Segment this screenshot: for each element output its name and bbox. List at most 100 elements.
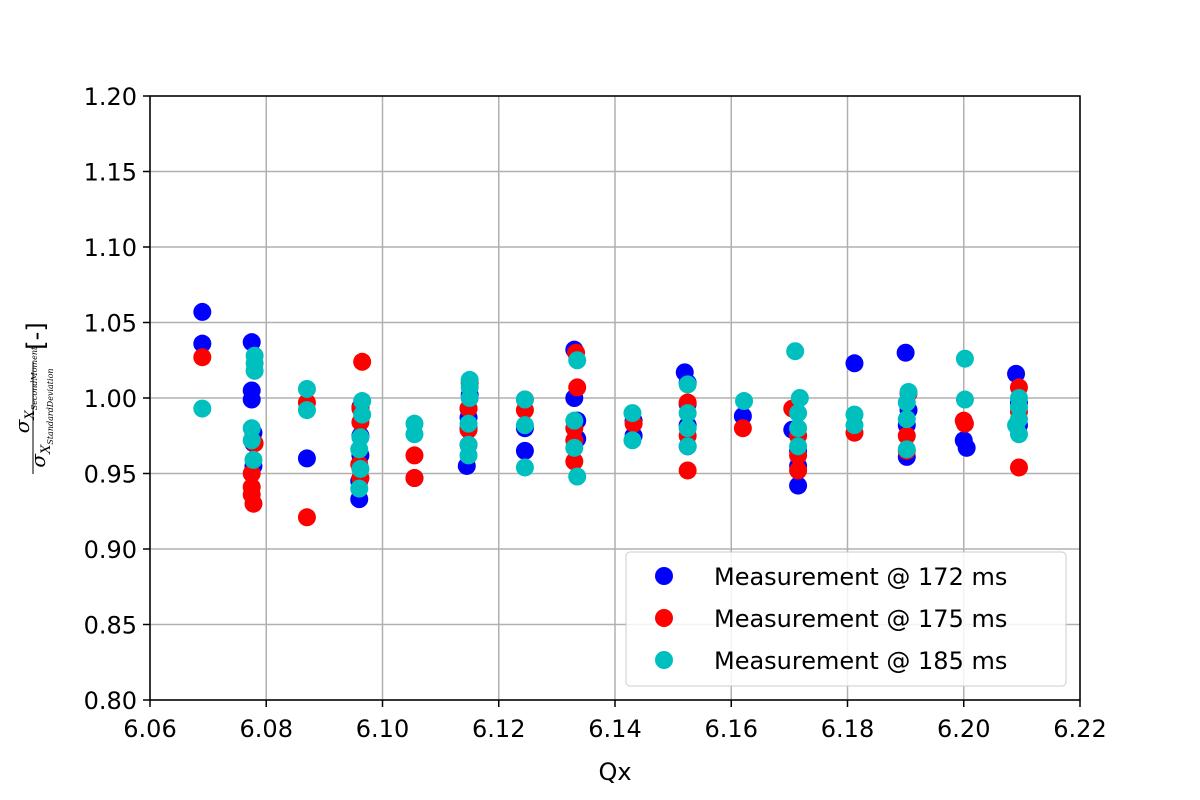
y-axis-label: σXSecondMoment σXStandardDeviation [-] (10, 322, 55, 474)
data-point (568, 378, 587, 397)
data-point (565, 411, 584, 430)
data-point (955, 414, 974, 433)
data-point (789, 437, 808, 456)
data-point (405, 425, 424, 444)
legend-label: Measurement @ 185 ms (714, 647, 1007, 675)
data-point (568, 351, 587, 370)
data-point (353, 352, 372, 371)
data-point (245, 346, 264, 365)
data-point (733, 419, 752, 438)
data-point (297, 379, 316, 398)
data-point (242, 333, 261, 352)
data-point (565, 438, 584, 457)
data-point (460, 370, 479, 389)
data-point (515, 390, 534, 409)
data-point (789, 404, 808, 423)
y-label-denominator: σXStandardDeviation (26, 368, 55, 467)
x-tick-label: 6.20 (937, 715, 990, 743)
legend-marker (655, 651, 673, 669)
x-tick-label: 6.16 (705, 715, 758, 743)
data-point (957, 438, 976, 457)
data-point (1009, 425, 1028, 444)
data-point (565, 452, 584, 471)
data-point (1009, 389, 1028, 407)
data-point (351, 459, 370, 478)
data-point (350, 479, 369, 498)
data-point (845, 354, 864, 373)
legend: Measurement @ 172 ms Measurement @ 175 ms… (625, 551, 1067, 687)
legend-box (625, 551, 1067, 687)
data-point (789, 419, 808, 438)
y-label-numerator: σXSecondMoment (10, 346, 39, 433)
y-tick-label: 1.05 (84, 310, 137, 338)
y-tick-label: 1.10 (84, 234, 137, 262)
axis-ticks: 6.06 6.08 6.10 6.12 6.14 6.16 6.18 6.20 6.22 0.80… (84, 83, 1107, 743)
data-point (193, 334, 212, 353)
x-tick-label: 6.14 (588, 715, 641, 743)
data-point (789, 461, 808, 480)
data-point (459, 414, 478, 433)
data-point (1007, 364, 1026, 383)
x-tick-label: 6.08 (240, 715, 293, 743)
x-tick-label: 6.22 (1053, 715, 1106, 743)
y-tick-label: 1.20 (84, 83, 137, 111)
data-point (678, 404, 697, 423)
legend-marker (655, 567, 673, 585)
y-tick-label: 1.00 (84, 385, 137, 413)
data-point (896, 343, 915, 362)
legend-label: Measurement @ 175 ms (714, 605, 1007, 633)
data-point (297, 508, 316, 527)
data-point (405, 446, 424, 465)
data-point (678, 375, 697, 394)
data-point (242, 419, 261, 438)
data-point (193, 348, 212, 367)
data-point (568, 467, 587, 486)
data-point (515, 458, 534, 477)
data-point (789, 476, 808, 495)
data-point (897, 440, 916, 459)
legend-marker (655, 609, 673, 627)
y-tick-label: 0.85 (84, 612, 137, 640)
data-point (897, 426, 916, 445)
y-tick-label: 0.90 (84, 536, 137, 564)
data-point (678, 437, 697, 456)
data-point (353, 405, 372, 424)
data-point (297, 449, 316, 468)
data-point (242, 464, 261, 483)
data-point (845, 405, 864, 424)
x-tick-label: 6.06 (123, 715, 176, 743)
x-tick-label: 6.18 (821, 715, 874, 743)
data-point (515, 416, 534, 435)
y-tick-label: 0.80 (84, 687, 137, 715)
legend-label: Measurement @ 172 ms (714, 563, 1007, 591)
data-point (678, 419, 697, 438)
data-point (899, 382, 918, 401)
data-point (735, 392, 754, 411)
data-point (193, 302, 212, 321)
data-point (897, 410, 916, 429)
data-point (678, 461, 697, 480)
data-point (459, 435, 478, 454)
data-point (790, 389, 809, 407)
x-tick-label: 6.10 (356, 715, 409, 743)
data-point (297, 401, 316, 420)
data-point (351, 428, 370, 447)
data-point (955, 349, 974, 368)
data-point (1009, 458, 1028, 477)
data-point (623, 431, 642, 450)
y-tick-label: 0.95 (84, 461, 137, 489)
data-point (242, 390, 261, 409)
x-axis-label: Qx (598, 758, 631, 786)
data-points (193, 302, 1028, 527)
series-3 (193, 342, 1028, 498)
data-point (786, 342, 805, 361)
data-point (515, 441, 534, 460)
x-tick-label: 6.12 (472, 715, 525, 743)
data-point (244, 494, 263, 513)
y-label-unit: [-] (22, 322, 50, 349)
data-point (353, 392, 372, 411)
data-point (244, 450, 263, 469)
data-point (623, 404, 642, 423)
y-tick-label: 1.15 (84, 159, 137, 187)
